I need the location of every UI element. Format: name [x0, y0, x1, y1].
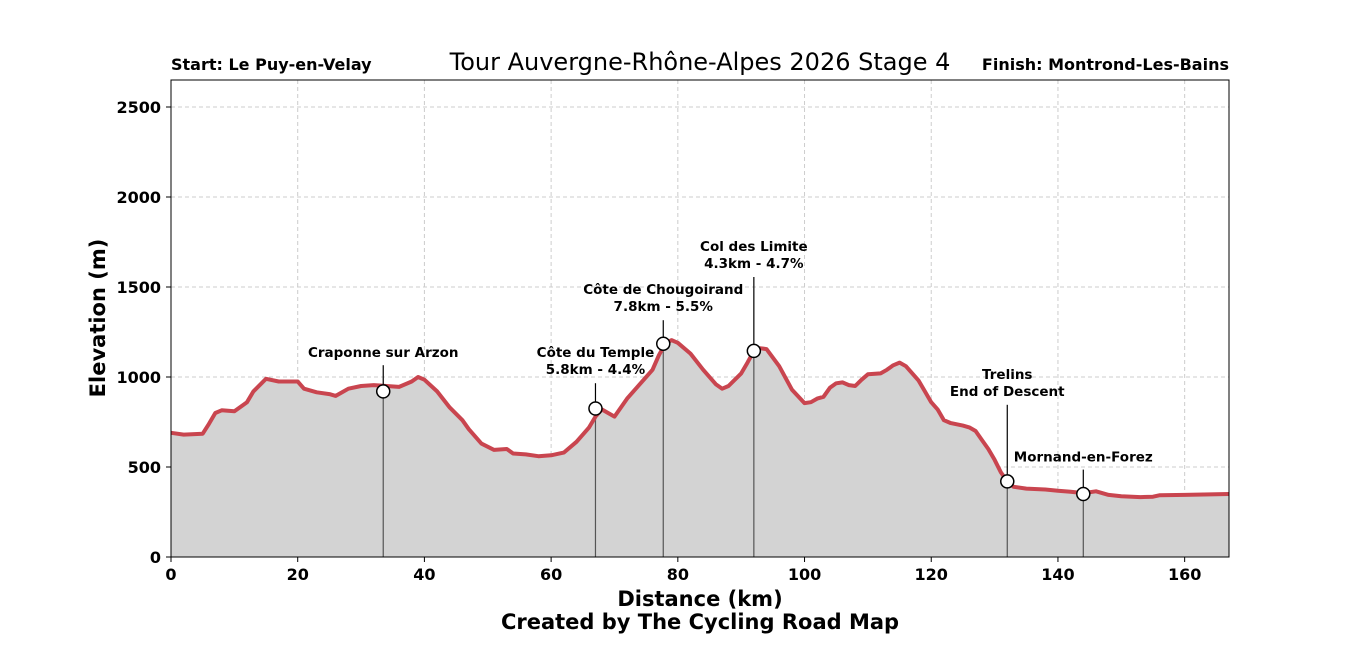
annotation-markers	[375, 336, 1091, 502]
credit-label: Created by The Cycling Road Map	[501, 610, 899, 634]
annotation-detail: 7.8km - 5.5%	[614, 299, 714, 315]
y-tick-label: 1500	[116, 278, 161, 297]
y-tick-label: 2000	[116, 188, 161, 207]
x-axis-ticks: 0 20 40 60 80 100 120 140 160	[165, 557, 1201, 584]
plot-frame	[170, 79, 1230, 558]
annotation-marker	[1000, 474, 1015, 489]
annotation-detail: End of Descent	[950, 384, 1065, 400]
x-tick-label: 80	[667, 565, 689, 584]
annotation-marker	[1076, 486, 1091, 502]
annotation-name: Trelins	[982, 367, 1032, 383]
elevation-area-fill	[171, 340, 1229, 557]
annotation-name: Col des Limite	[700, 239, 808, 255]
x-tick-label: 160	[1168, 565, 1201, 584]
start-label: Start: Le Puy-en-Velay	[171, 55, 372, 74]
x-tick-label: 40	[413, 565, 435, 584]
elevation-line	[170, 338, 1230, 500]
annotation-name: Mornand-en-Forez	[1014, 450, 1153, 466]
annotation-detail: 4.3km - 4.7%	[704, 256, 804, 272]
annotation-marker	[656, 336, 671, 351]
annotation-marker	[375, 384, 391, 399]
annotation-lines	[382, 343, 1084, 557]
y-tick-label: 1000	[116, 368, 161, 387]
x-tick-label: 100	[788, 565, 821, 584]
y-tick-label: 500	[128, 458, 161, 477]
annotation-name: Côte du Temple	[537, 345, 655, 361]
annotation-name: Côte de Chougoirand	[583, 282, 743, 298]
annotation-name: Craponne sur Arzon	[308, 345, 459, 361]
chart-title: Tour Auvergne-Rhône-Alpes 2026 Stage 4	[449, 48, 951, 76]
x-tick-label: 140	[1041, 565, 1074, 584]
y-axis-label: Elevation (m)	[86, 239, 110, 398]
x-tick-label: 20	[287, 565, 309, 584]
y-axis-ticks: 0 500 1000 1500 2000 2500	[116, 98, 171, 567]
x-axis-label: Distance (km)	[617, 587, 782, 611]
x-tick-label: 0	[165, 565, 176, 584]
annotation-marker	[746, 343, 762, 359]
x-tick-label: 120	[915, 565, 948, 584]
x-tick-label: 60	[540, 565, 562, 584]
annotation-detail: 5.8km - 4.4%	[546, 362, 646, 378]
y-tick-label: 2500	[116, 98, 161, 117]
y-tick-label: 0	[150, 548, 161, 567]
finish-label: Finish: Montrond-Les-Bains	[982, 55, 1229, 74]
annotation-marker	[588, 401, 603, 416]
